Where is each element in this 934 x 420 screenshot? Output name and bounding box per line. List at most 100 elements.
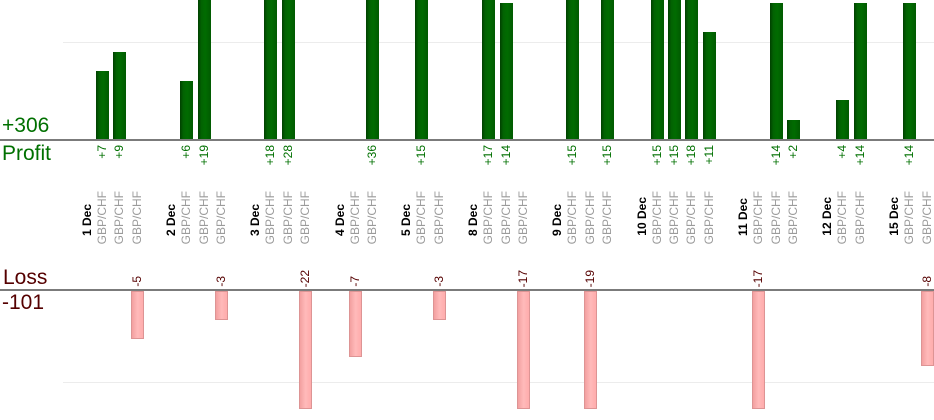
- profit-bar: [113, 52, 126, 139]
- loss-value-label: -7: [348, 276, 362, 287]
- date-label: 10 Dec: [635, 197, 649, 236]
- profit-value-label: +18: [263, 145, 277, 166]
- symbol-label: GBP/CHF: [902, 190, 916, 244]
- loss-value-label: -19: [583, 269, 597, 287]
- profit-bar: [482, 0, 495, 139]
- symbol-label: GBP/CHF: [786, 190, 800, 244]
- profit-value-label: +11: [702, 145, 716, 165]
- profit-bar: [198, 0, 211, 139]
- symbol-label: GBP/CHF: [214, 190, 228, 244]
- profit-value-label: +17: [481, 145, 495, 166]
- profit-bar: [566, 0, 579, 139]
- symbol-label: GBP/CHF: [365, 190, 379, 244]
- loss-axis-label: Loss: [3, 266, 48, 289]
- symbol-label: GBP/CHF: [702, 190, 716, 244]
- date-label: 5 Dec: [399, 203, 413, 236]
- symbol-label: GBP/CHF: [414, 190, 428, 244]
- profit-value-label: +14: [853, 145, 867, 166]
- date-label: 2 Dec: [164, 203, 178, 236]
- profit-value-label: +2: [786, 145, 800, 159]
- symbol-label: GBP/CHF: [432, 190, 446, 244]
- symbol-label: GBP/CHF: [481, 190, 495, 244]
- date-label: 12 Dec: [820, 197, 834, 236]
- profit-value-label: +15: [667, 145, 681, 166]
- date-label: 9 Dec: [550, 203, 564, 236]
- profit-total: +306: [2, 114, 50, 137]
- date-label: 11 Dec: [736, 197, 750, 236]
- date-label: 3 Dec: [248, 203, 262, 236]
- profit-value-label: +4: [835, 145, 849, 159]
- symbol-label: GBP/CHF: [263, 190, 277, 244]
- profit-bar: [703, 32, 716, 139]
- loss-bar: [131, 291, 144, 339]
- profit-bar: [651, 0, 664, 139]
- symbol-label: GBP/CHF: [112, 190, 126, 244]
- symbol-label: GBP/CHF: [650, 190, 664, 244]
- symbol-label: GBP/CHF: [281, 190, 295, 244]
- loss-bar: [517, 291, 530, 409]
- profit-value-label: +15: [600, 145, 614, 166]
- profit-value-label: +7: [95, 145, 109, 159]
- profit-value-label: +19: [197, 145, 211, 166]
- profit-bar: [836, 100, 849, 139]
- symbol-label: GBP/CHF: [583, 190, 597, 244]
- loss-bar: [921, 291, 934, 366]
- loss-total: -101: [2, 291, 45, 314]
- symbol-label: GBP/CHF: [751, 190, 765, 244]
- profit-bar: [770, 3, 783, 139]
- symbol-label: GBP/CHF: [130, 190, 144, 244]
- profit-value-label: +14: [902, 145, 916, 166]
- loss-bar: [433, 291, 446, 320]
- loss-value-label: -5: [130, 276, 144, 287]
- profit-value-label: +14: [769, 145, 783, 166]
- profit-value-label: +9: [112, 145, 126, 159]
- loss-value-label: -8: [920, 276, 934, 287]
- symbol-label: GBP/CHF: [853, 190, 867, 244]
- loss-value-label: -17: [516, 269, 530, 287]
- profit-bar: [96, 71, 109, 139]
- profit-bar: [903, 3, 916, 139]
- loss-baseline: [0, 289, 934, 291]
- profit-bar: [854, 3, 867, 139]
- symbol-label: GBP/CHF: [348, 190, 362, 244]
- symbol-label: GBP/CHF: [600, 190, 614, 244]
- loss-gridline: [63, 382, 934, 383]
- profit-bar: [282, 0, 295, 139]
- loss-bar: [215, 291, 228, 320]
- symbol-label: GBP/CHF: [684, 190, 698, 244]
- profit-value-label: +15: [650, 145, 664, 166]
- profit-bar: [787, 120, 800, 139]
- date-label: 4 Dec: [333, 203, 347, 236]
- symbol-label: GBP/CHF: [769, 190, 783, 244]
- profit-bar: [601, 0, 614, 139]
- profit-bar: [264, 0, 277, 139]
- profit-bar: [500, 3, 513, 139]
- loss-bar: [349, 291, 362, 357]
- profit-bar: [668, 0, 681, 139]
- loss-bar: [299, 291, 312, 409]
- date-label: 8 Dec: [466, 203, 480, 236]
- profit-bar: [180, 81, 193, 139]
- symbol-label: GBP/CHF: [298, 190, 312, 244]
- loss-value-label: -17: [751, 269, 765, 287]
- profit-value-label: +28: [281, 145, 295, 166]
- profit-gridline: [63, 42, 934, 43]
- profit-value-label: +18: [684, 145, 698, 166]
- symbol-label: GBP/CHF: [499, 190, 513, 244]
- loss-value-label: -3: [432, 276, 446, 287]
- profit-bar: [366, 0, 379, 139]
- symbol-label: GBP/CHF: [565, 190, 579, 244]
- profit-value-label: +36: [365, 145, 379, 166]
- profit-bar: [685, 0, 698, 139]
- symbol-label: GBP/CHF: [197, 190, 211, 244]
- profit-baseline: [0, 139, 934, 141]
- profit-value-label: +6: [179, 145, 193, 159]
- loss-value-label: -22: [298, 269, 312, 287]
- symbol-label: GBP/CHF: [920, 190, 934, 244]
- date-label: 1 Dec: [80, 203, 94, 236]
- loss-bar: [752, 291, 765, 409]
- symbol-label: GBP/CHF: [95, 190, 109, 244]
- date-label: 15 Dec: [887, 197, 901, 236]
- loss-value-label: -3: [214, 276, 228, 287]
